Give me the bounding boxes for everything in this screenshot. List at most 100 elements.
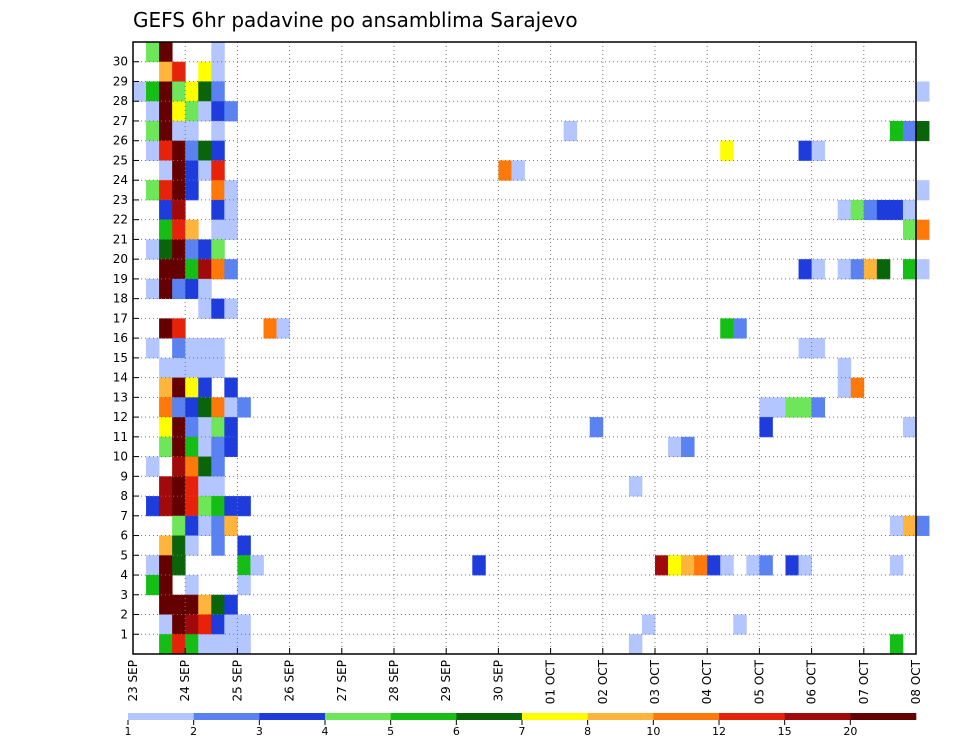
heatmap-cell [185,417,199,438]
heatmap-cell [837,259,852,280]
heatmap-cell [211,456,225,477]
heatmap-cell [185,634,199,655]
heatmap-cell [159,101,173,122]
heatmap-cell [159,535,173,556]
heatmap-cell [185,239,199,260]
heatmap-cell [798,338,812,359]
colorbar-label: 3 [256,725,263,738]
heatmap-cell [211,357,225,379]
heatmap-cell [668,436,682,457]
heatmap-cell [198,634,212,655]
colorbar-label: 4 [322,725,329,738]
heatmap-cell [211,298,225,319]
heatmap-cell [211,61,225,82]
colorbar-swatch [587,713,654,720]
y-tick-label: 21 [113,232,128,246]
heatmap-cell [681,436,695,457]
heatmap-cell [198,357,212,379]
heatmap-cell [198,476,212,497]
y-tick-label: 7 [120,509,128,523]
colorbar-swatch [784,713,851,720]
heatmap-cell [198,338,212,359]
heatmap-cells [133,42,930,655]
heatmap-cell [172,140,186,161]
heatmap-cell [628,634,643,655]
colorbar-swatch [653,713,720,720]
colorbar-legend: 1 2 3 4 5 6 7 8 10 12 15 20 [125,713,917,738]
heatmap-cell [224,594,238,615]
heatmap-cell [224,417,238,438]
heatmap-cell [850,377,865,398]
x-tick-label: 29 SEP [439,660,453,702]
heatmap-cell [224,515,238,536]
colorbar-label: 8 [584,725,591,738]
heatmap-cell [185,535,199,556]
heatmap-cell [916,81,930,102]
heatmap-cell [211,338,225,359]
y-tick-label: 10 [113,450,128,464]
x-tick-label: 01 OCT [544,659,558,704]
heatmap-cell [172,120,186,142]
heatmap-cell [159,377,173,398]
heatmap-cell [146,140,160,161]
heatmap-cell [185,140,199,161]
heatmap-cell [211,180,225,201]
heatmap-cell [185,496,199,517]
heatmap-cell [198,377,212,398]
heatmap-cell [237,397,251,418]
heatmap-cell [850,199,865,221]
heatmap-cell [811,397,826,418]
heatmap-cell [798,397,812,418]
heatmap-cell [198,259,212,280]
y-tick-label: 8 [120,489,128,503]
y-tick-label: 23 [113,193,128,207]
y-tick-label: 3 [120,588,128,602]
heatmap-cell [772,397,786,418]
heatmap-cell [916,180,930,201]
y-tick-label: 16 [113,331,128,345]
heatmap-cell [159,634,173,655]
heatmap-cell [172,634,186,655]
heatmap-cell [785,397,799,418]
colorbar-swatch [390,713,457,720]
heatmap-cell [224,259,238,280]
heatmap-cell [159,278,173,300]
heatmap-cell [902,120,917,142]
heatmap-cell [133,81,147,102]
colorbar-swatch [850,713,917,720]
y-tick-label: 5 [120,548,128,562]
heatmap-cell [185,180,199,201]
heatmap-cell [224,436,238,457]
heatmap-cell [876,199,891,221]
x-tick-label: 05 OCT [752,659,766,704]
y-tick-label: 2 [120,608,128,622]
heatmap-cell [198,298,212,319]
heatmap-cell [146,555,160,576]
heatmap-cell [211,436,225,457]
heatmap-cell [172,81,186,102]
heatmap-cell [159,180,173,201]
heatmap-cell [211,160,225,181]
heatmap-cell [185,515,199,536]
x-axis: 23 SEP 24 SEP 25 SEP 26 SEP 27 SEP 28 SEP 29 S… [126,648,923,704]
y-axis: 1234567891011121314151617181920212223242… [113,55,139,641]
y-tick-label: 6 [120,529,128,543]
y-tick-label: 12 [113,410,128,424]
heatmap-cell [733,318,747,339]
y-tick-label: 20 [113,252,128,266]
heatmap-cell [224,397,238,418]
heatmap-cell [876,259,891,280]
heatmap-cell [172,199,186,221]
heatmap-cell [224,298,238,319]
x-tick-label: 27 SEP [335,660,349,702]
y-tick-label: 26 [113,134,128,148]
colorbar-label: 1 [125,725,132,738]
heatmap-cell [159,42,173,63]
heatmap-cell [172,535,186,556]
heatmap-cell [224,614,238,635]
heatmap-cell [146,42,160,63]
heatmap-cell [185,357,199,379]
heatmap-cell [159,120,173,142]
heatmap-cell [159,397,173,418]
y-tick-label: 25 [113,153,128,167]
